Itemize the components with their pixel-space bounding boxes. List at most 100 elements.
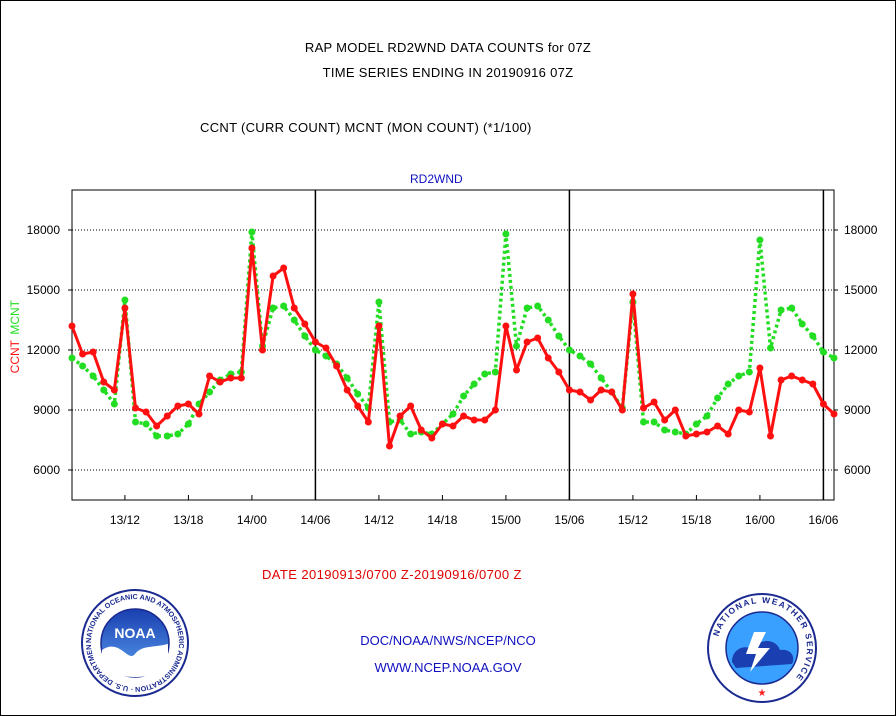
data-point-mcnt [184, 420, 192, 428]
y-tick-label-right: 9000 [844, 403, 871, 417]
data-point-ccnt [788, 372, 796, 380]
data-point-mcnt [671, 428, 679, 436]
data-point-ccnt [523, 338, 531, 346]
data-point-mcnt [491, 368, 499, 376]
data-point-ccnt [375, 322, 383, 330]
data-point-ccnt [354, 402, 362, 410]
data-point-ccnt [280, 264, 288, 272]
data-point-ccnt [767, 432, 774, 440]
data-point-mcnt [142, 420, 150, 428]
data-point-mcnt [280, 302, 288, 310]
data-point-ccnt [237, 374, 245, 382]
data-point-mcnt [68, 354, 76, 362]
y-tick-label-left: 18000 [27, 223, 61, 237]
x-tick-label: 14/18 [427, 513, 457, 527]
footer-agency: DOC/NOAA/NWS/NCEP/NCO [360, 633, 536, 648]
data-point-mcnt [767, 344, 774, 352]
data-point-ccnt [587, 396, 595, 404]
data-point-ccnt [396, 412, 404, 420]
data-point-ccnt [269, 272, 277, 280]
data-point-ccnt [618, 406, 626, 414]
data-point-ccnt [544, 354, 552, 362]
data-point-ccnt [470, 416, 478, 424]
data-point-ccnt [650, 398, 658, 406]
data-point-ccnt [438, 420, 446, 428]
data-point-ccnt [555, 368, 563, 376]
data-point-mcnt [460, 392, 468, 400]
data-point-mcnt [576, 352, 584, 360]
data-point-mcnt [481, 370, 489, 378]
data-point-ccnt [163, 412, 171, 420]
data-point-ccnt [640, 404, 647, 412]
data-point-ccnt [428, 434, 436, 442]
data-point-mcnt [830, 354, 838, 362]
data-point-ccnt [142, 408, 150, 416]
data-point-mcnt [375, 298, 383, 306]
data-point-ccnt [216, 378, 224, 386]
x-tick-label: 16/06 [808, 513, 838, 527]
data-point-mcnt [132, 418, 139, 426]
data-point-mcnt [555, 332, 563, 340]
chart-subtitle: CCNT (CURR COUNT) MCNT (MON COUNT) (*1/1… [200, 120, 532, 135]
data-point-ccnt [132, 404, 139, 412]
data-point-ccnt [491, 406, 499, 414]
y-tick-label-left: 9000 [33, 403, 60, 417]
y-tick-label-right: 6000 [844, 463, 871, 477]
data-point-mcnt [661, 426, 669, 434]
data-point-ccnt [174, 402, 182, 410]
data-point-ccnt [110, 386, 118, 394]
data-point-mcnt [735, 372, 743, 380]
data-point-ccnt [565, 386, 573, 394]
data-point-mcnt [544, 316, 552, 324]
data-point-mcnt [703, 412, 711, 420]
data-point-ccnt [714, 422, 722, 430]
data-point-mcnt [449, 410, 457, 418]
data-point-mcnt [174, 430, 182, 438]
data-point-mcnt [565, 346, 573, 354]
data-point-mcnt [523, 304, 531, 312]
data-point-ccnt [671, 406, 679, 414]
data-point-mcnt [513, 342, 520, 350]
data-point-ccnt [121, 304, 129, 312]
data-point-mcnt [777, 306, 785, 314]
data-point-mcnt [322, 352, 330, 360]
x-tick-label: 15/00 [491, 513, 521, 527]
plot-area-border [71, 189, 835, 501]
data-point-ccnt [364, 418, 372, 426]
data-point-mcnt [79, 362, 87, 370]
data-point-mcnt [121, 296, 129, 304]
data-point-mcnt [269, 304, 277, 312]
data-point-ccnt [629, 290, 637, 298]
data-point-ccnt [195, 410, 203, 418]
y-tick-label-left: 12000 [27, 343, 61, 357]
x-tick-label: 16/00 [745, 513, 775, 527]
data-point-mcnt [290, 316, 298, 324]
chart-title-line2: TIME SERIES ENDING IN 20190916 07Z [322, 65, 574, 80]
y-tick-label-right: 18000 [844, 223, 878, 237]
data-point-ccnt [322, 344, 330, 352]
data-point-ccnt [576, 388, 584, 396]
data-point-mcnt [248, 228, 256, 236]
data-point-ccnt [386, 442, 393, 450]
data-point-mcnt [534, 302, 542, 310]
data-point-mcnt [153, 432, 161, 440]
data-point-mcnt [587, 360, 595, 368]
data-point-ccnt [735, 406, 743, 414]
data-point-mcnt [809, 332, 817, 340]
data-point-mcnt [798, 320, 806, 328]
nws-star-icon: ★ [758, 688, 767, 699]
data-point-mcnt [343, 374, 351, 382]
y-tick-label-right: 12000 [844, 343, 878, 357]
x-tick-label: 14/00 [237, 513, 267, 527]
data-point-mcnt [502, 230, 510, 238]
chart-title-line1: RAP MODEL RD2WND DATA COUNTS for 07Z [304, 40, 592, 55]
data-point-mcnt [301, 332, 309, 340]
data-point-ccnt [756, 364, 764, 372]
data-point-mcnt [714, 394, 722, 402]
data-point-ccnt [724, 430, 732, 438]
x-tick-label: 13/12 [110, 513, 140, 527]
data-point-mcnt [819, 348, 827, 356]
x-tick-label: 14/06 [300, 513, 330, 527]
data-point-mcnt [470, 380, 478, 388]
data-point-ccnt [227, 374, 235, 382]
